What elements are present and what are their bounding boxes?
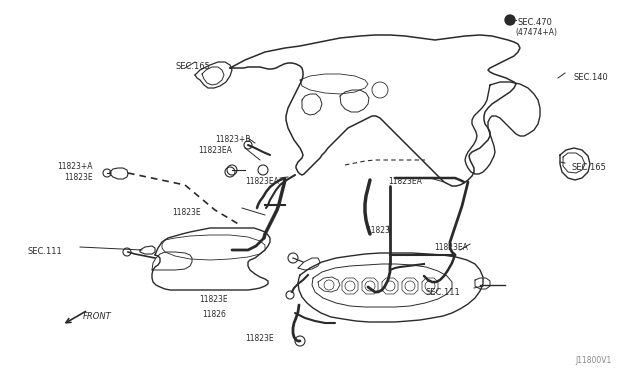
Text: 11823+B: 11823+B (215, 135, 250, 144)
Text: J11800V1: J11800V1 (575, 356, 611, 365)
Circle shape (505, 15, 515, 25)
Text: SEC.111: SEC.111 (28, 247, 63, 256)
Circle shape (225, 167, 235, 177)
Text: 11823: 11823 (366, 226, 390, 235)
Text: (47474+A): (47474+A) (515, 28, 557, 37)
Text: 11823E: 11823E (245, 334, 274, 343)
Text: 11826: 11826 (202, 310, 226, 319)
Text: SEC.470: SEC.470 (518, 18, 553, 27)
Text: SEC.165: SEC.165 (175, 62, 210, 71)
Text: 11823EA: 11823EA (388, 177, 422, 186)
Text: 11823EA: 11823EA (198, 146, 232, 155)
Text: SEC.165: SEC.165 (571, 163, 606, 172)
Text: 11823E: 11823E (199, 295, 228, 304)
Text: SEC.111: SEC.111 (425, 288, 460, 297)
Text: 11823EA: 11823EA (434, 243, 468, 252)
Text: 11823EA: 11823EA (245, 177, 279, 186)
Text: 11823E: 11823E (64, 173, 93, 182)
Text: SEC.140: SEC.140 (573, 73, 608, 82)
Text: 11823+A: 11823+A (57, 162, 93, 171)
Text: FRONT: FRONT (83, 312, 112, 321)
Text: 11823E: 11823E (172, 208, 200, 217)
